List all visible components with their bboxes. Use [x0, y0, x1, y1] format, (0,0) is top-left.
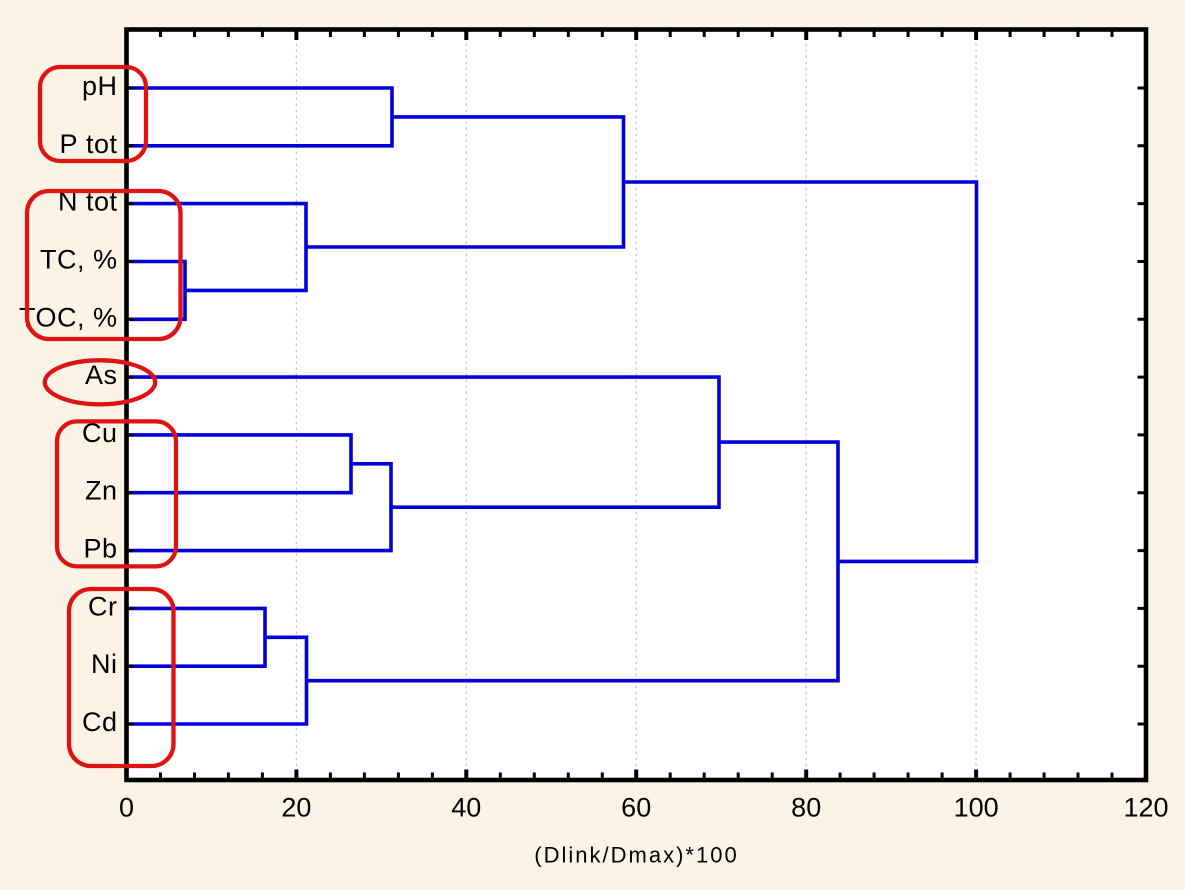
- svg-text:As: As: [85, 360, 118, 390]
- svg-text:TOC, %: TOC, %: [19, 302, 118, 332]
- svg-text:0: 0: [119, 793, 134, 823]
- svg-text:Ni: Ni: [91, 649, 118, 679]
- svg-text:120: 120: [1123, 793, 1168, 823]
- svg-text:Pb: Pb: [83, 534, 117, 564]
- svg-text:20: 20: [281, 793, 311, 823]
- svg-text:Cr: Cr: [88, 591, 118, 621]
- svg-text:pH: pH: [82, 71, 118, 101]
- svg-text:P tot: P tot: [59, 129, 117, 159]
- svg-text:100: 100: [954, 793, 999, 823]
- svg-text:80: 80: [791, 793, 821, 823]
- svg-text:60: 60: [621, 793, 651, 823]
- svg-text:Zn: Zn: [85, 476, 118, 506]
- svg-text:40: 40: [451, 793, 481, 823]
- svg-text:Cd: Cd: [82, 707, 118, 737]
- svg-text:TC, %: TC, %: [40, 245, 118, 275]
- svg-text:(Dlink/Dmax)*100: (Dlink/Dmax)*100: [534, 843, 738, 868]
